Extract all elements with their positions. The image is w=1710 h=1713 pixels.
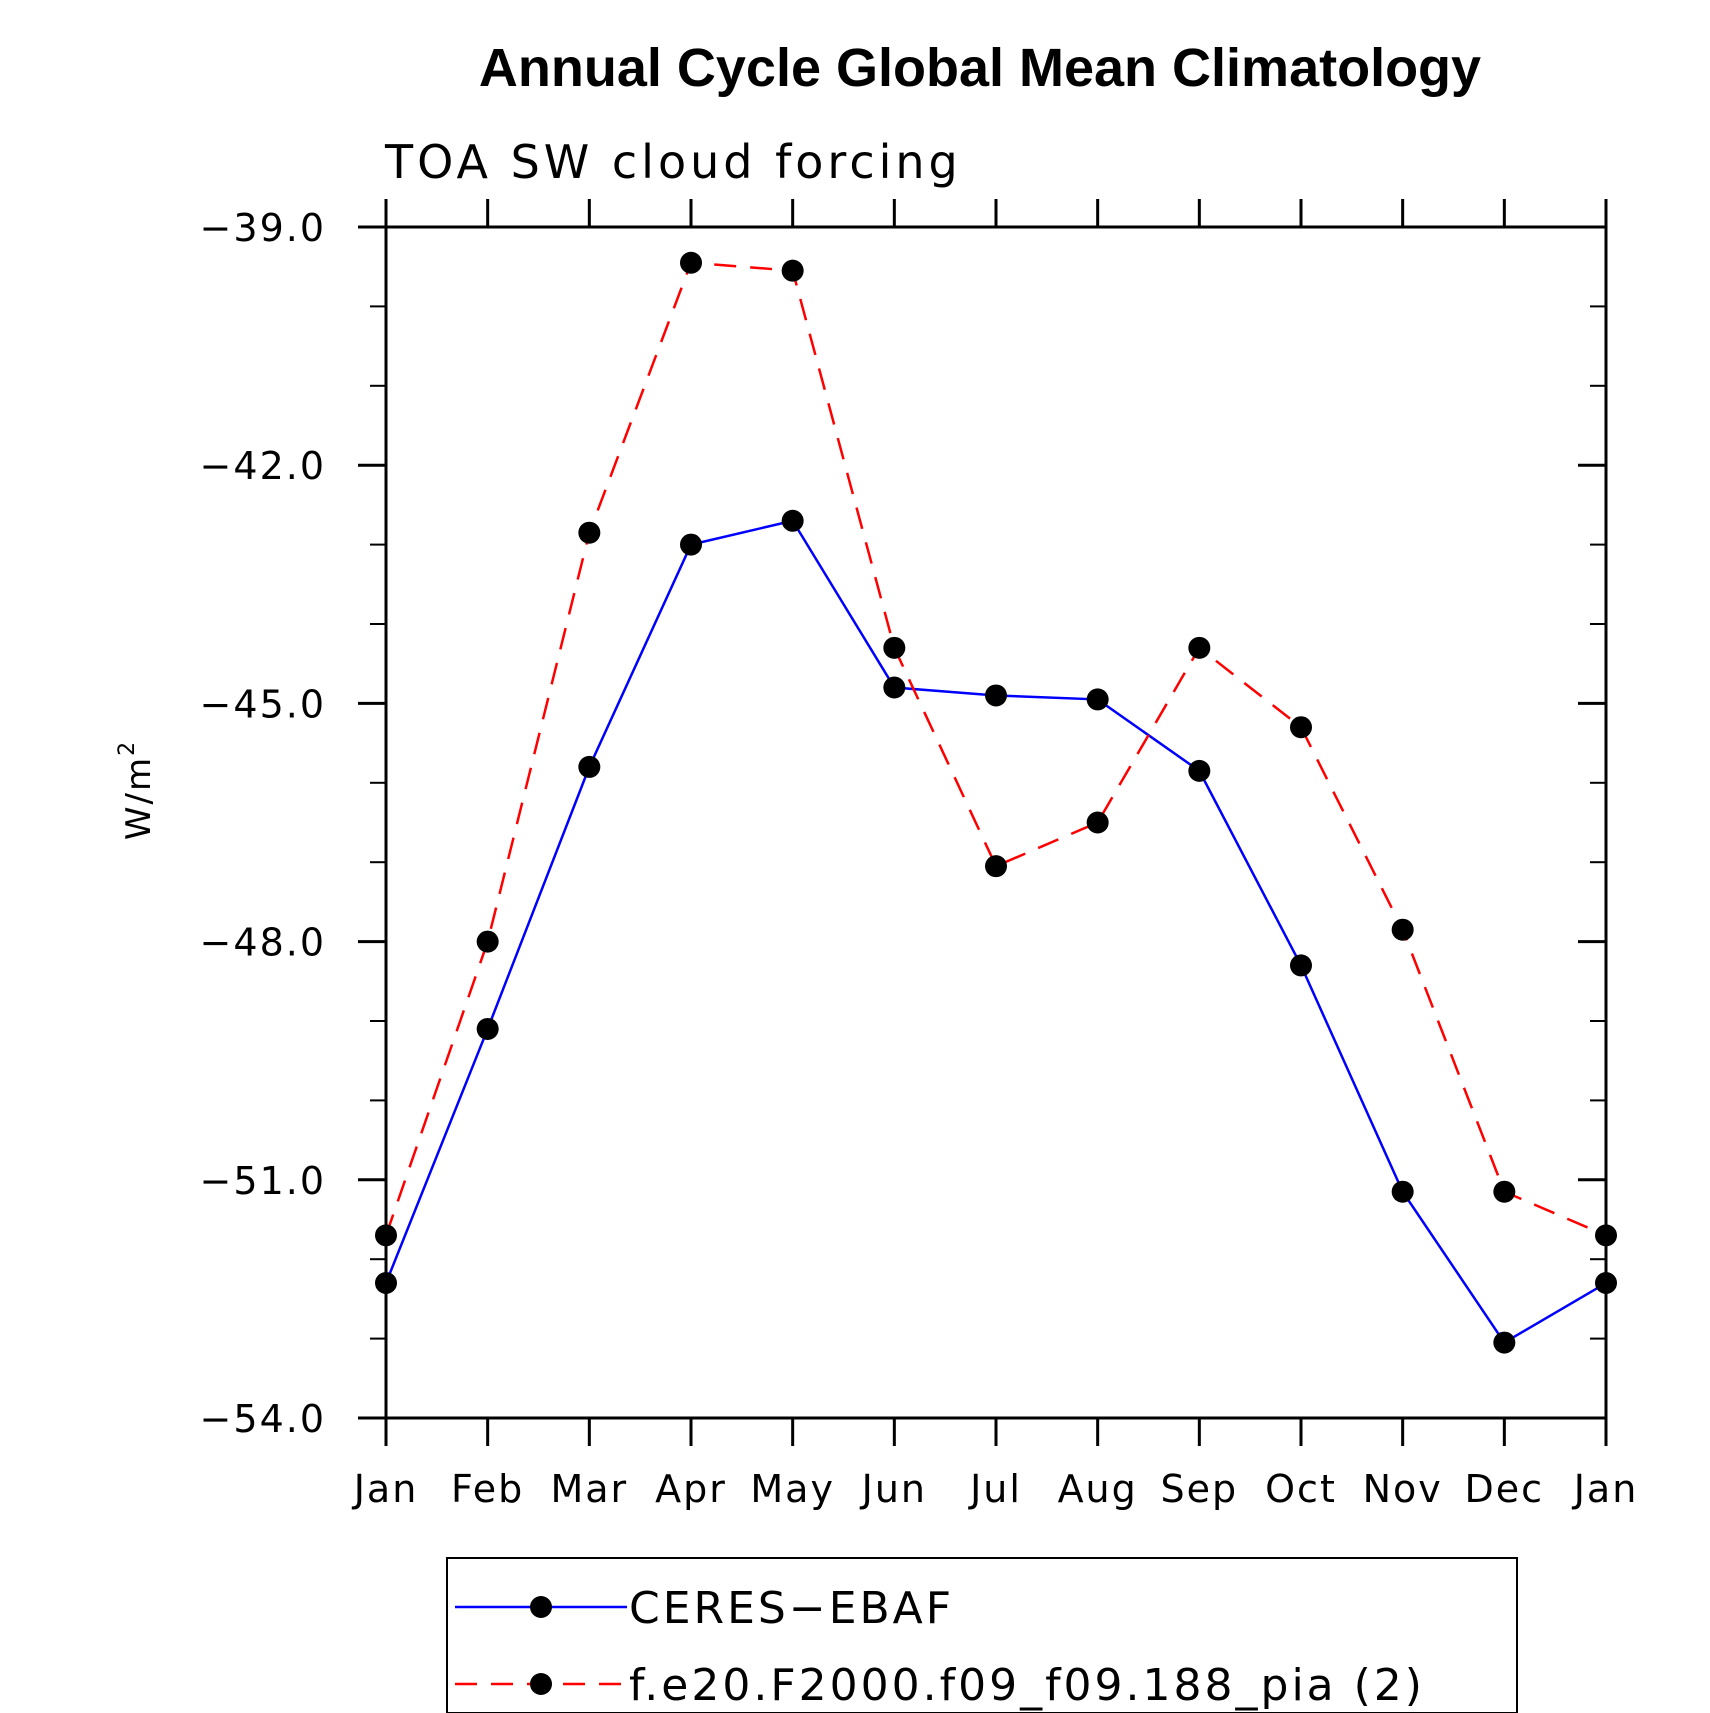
y-axis-label-superscript: 2 [115,740,140,756]
data-point [883,676,906,699]
x-tick-label: Oct [1265,1467,1337,1511]
x-tick-label: Dec [1465,1467,1545,1511]
data-point [1595,1272,1617,1295]
data-point [1188,636,1211,659]
chart-title: Annual Cycle Global Mean Climatology [479,38,1481,98]
x-tick-label: Feb [451,1467,524,1511]
data-point [680,533,702,556]
data-point [1188,759,1211,782]
y-tick-label: −39.0 [200,206,326,250]
x-tick-label: Aug [1058,1467,1138,1511]
legend-label: f.e20.F2000.f09_f09.188_pia (2) [629,1660,1425,1711]
y-tick-label: −51.0 [200,1159,326,1203]
plot-frame [384,225,1608,1420]
y-axis-label: W/m2 [115,740,159,840]
data-point [985,684,1007,707]
legend-label: CERES−EBAF [629,1583,954,1634]
y-tick-label: −42.0 [200,444,326,488]
data-point [476,1017,499,1040]
data-point [1595,1224,1617,1247]
data-point [883,636,906,659]
x-tick-label: Jun [860,1467,927,1511]
data-point [985,855,1007,878]
data-point [375,1272,397,1295]
data-point [1493,1331,1516,1354]
data-point [1086,688,1109,711]
y-tick-label: −48.0 [200,921,326,965]
data-point [1086,811,1109,834]
legend-marker [530,1673,552,1695]
x-tick-label: Jan [1572,1467,1639,1511]
data-point [1290,954,1312,977]
series-line [384,261,1607,1237]
data-point [1493,1180,1516,1203]
tick-labels: Jan Feb Mar Apr May Jun Jul Aug Sep Oct Nov Dec Jan−… [200,206,1639,1511]
x-tick-label: Mar [550,1467,628,1511]
data-point [1391,1180,1414,1203]
y-tick-label: −45.0 [200,682,326,726]
data-point [680,251,702,274]
x-tick-label: Jul [968,1467,1022,1511]
data-point [578,755,601,778]
chart-subtitle: TOA SW cloud forcing [384,135,962,189]
legend: CERES−EBAF f.e20.F2000.f09_f09.188_pia (2… [446,1557,1518,1713]
y-axis-label-text: W/m [119,756,159,840]
x-tick-label: May [750,1467,835,1511]
x-tick-label: Apr [655,1467,727,1511]
legend-box [446,1557,1518,1713]
data-point [781,259,804,282]
data-point [578,521,601,544]
data-point [1391,918,1414,941]
axis-ticks [358,199,1608,1446]
y-tick-label: −54.0 [200,1397,326,1441]
x-tick-label: Sep [1161,1467,1239,1511]
series-layer [375,251,1617,1354]
x-tick-label: Jan [352,1467,419,1511]
data-point [781,509,804,532]
series-line [384,519,1607,1345]
data-point [1290,716,1312,739]
legend-marker [530,1596,552,1618]
x-tick-label: Nov [1363,1467,1443,1511]
data-point [375,1224,397,1247]
data-point [476,930,499,953]
